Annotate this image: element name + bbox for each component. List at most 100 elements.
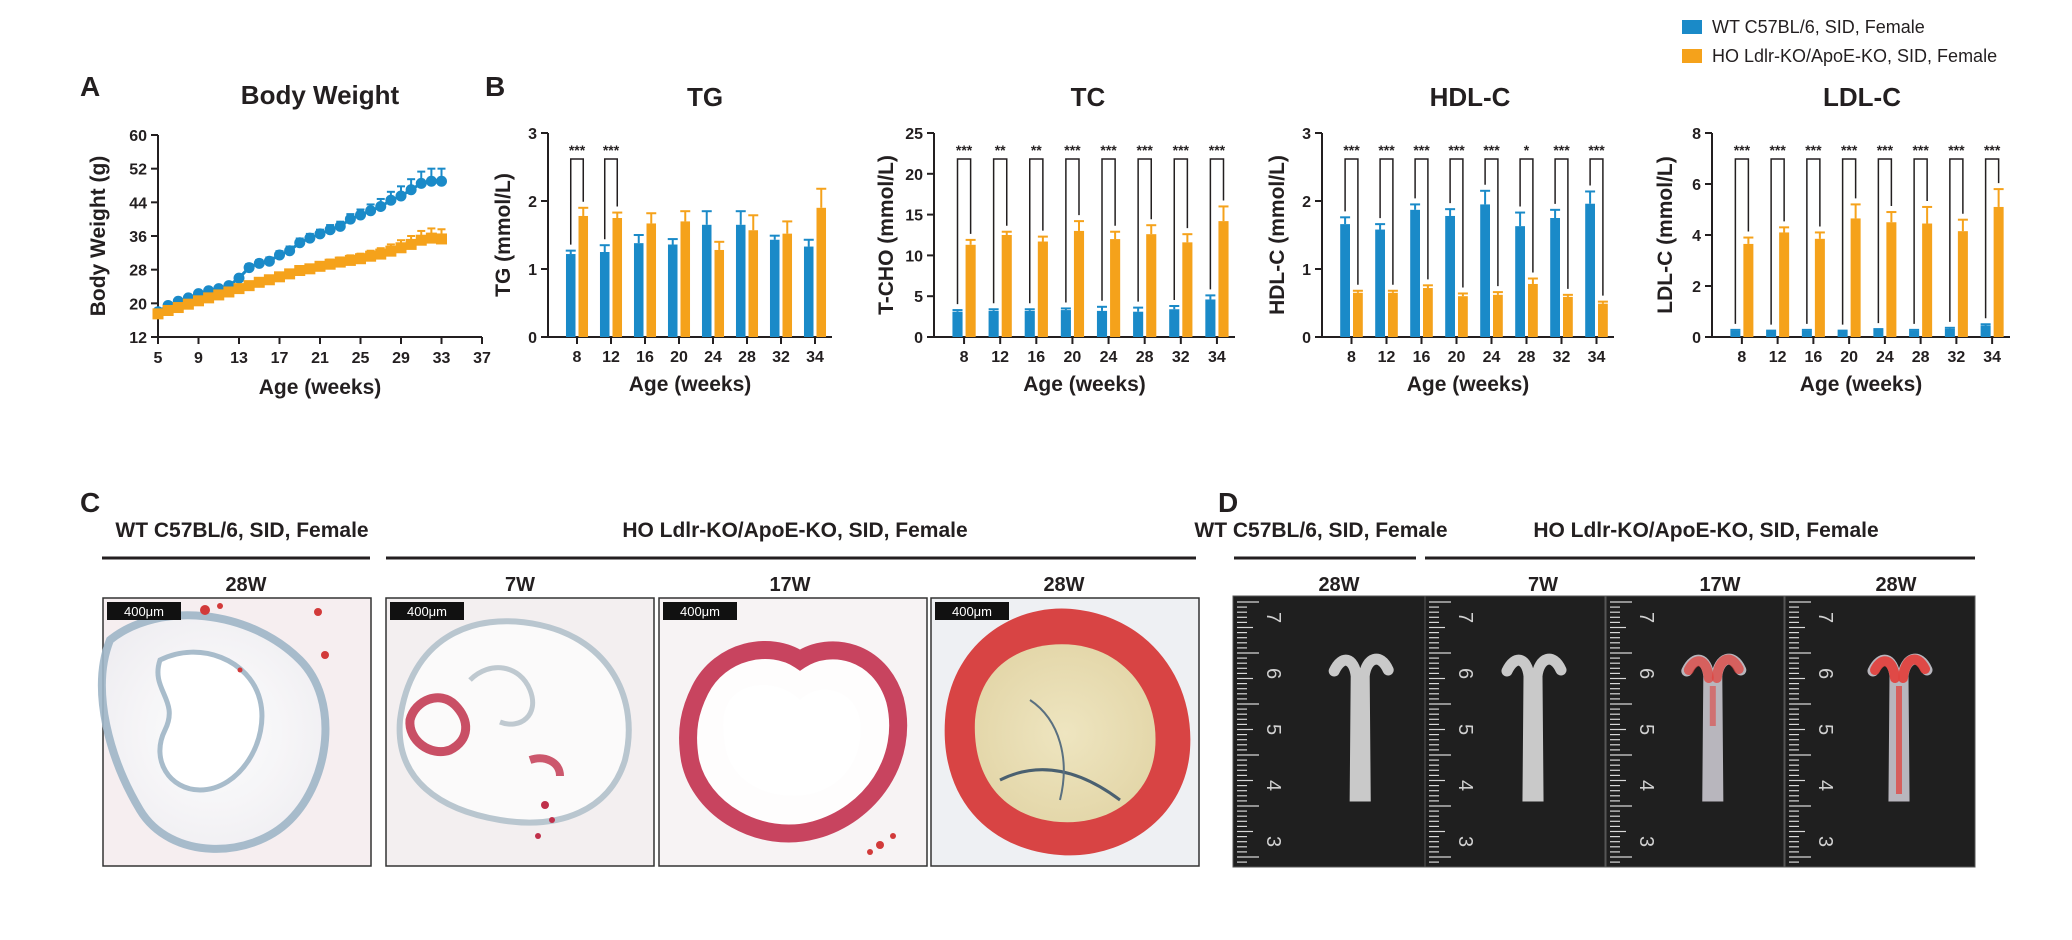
significance-bracket: [1209, 158, 1225, 290]
y-tick-label: 12: [129, 330, 147, 347]
bar: [1146, 234, 1157, 337]
data-point: [375, 201, 387, 213]
data-point: [334, 256, 346, 268]
histology-timepoint-label: 28W: [1043, 574, 1084, 596]
bar: [612, 218, 623, 337]
y-tick-label: 20: [129, 296, 147, 313]
bar: [1375, 229, 1385, 337]
y-tick-label: 44: [129, 195, 147, 212]
bar: [1814, 238, 1825, 337]
significance-marker: ***: [1588, 142, 1605, 158]
y-tick-label: 60: [129, 128, 147, 145]
bar: [1445, 215, 1455, 337]
x-tick-label: 5: [154, 350, 163, 367]
aorta-group-ho-label: HO Ldlr-KO/ApoE-KO, SID, Female: [1533, 519, 1878, 542]
bar: [1550, 218, 1560, 337]
lesion-stain: [1683, 656, 1714, 683]
bar: [1585, 203, 1595, 337]
bar: [1743, 243, 1754, 337]
y-tick-label: 2: [528, 194, 537, 211]
bar: [748, 230, 759, 337]
significance-marker: ***: [1137, 142, 1154, 158]
photo-background: [1784, 595, 1976, 868]
y-tick-label: 52: [129, 162, 147, 179]
significance-marker: ***: [1877, 142, 1894, 158]
legend-label-ho: HO Ldlr-KO/ApoE-KO, SID, Female: [1712, 46, 1997, 66]
x-tick-label: 24: [1100, 349, 1118, 366]
significance-marker: ***: [1100, 142, 1117, 158]
y-tick-label: 5: [914, 289, 923, 306]
bar: [680, 221, 691, 337]
data-point: [294, 265, 306, 277]
x-axis-label: Age (weeks): [1023, 373, 1146, 396]
bar: [1563, 296, 1573, 337]
y-tick-label: 10: [905, 248, 923, 265]
x-tick-label: 17: [271, 350, 289, 367]
histology-scale-bar: 400μm: [952, 604, 992, 619]
histology-scale-bar: 400μm: [407, 604, 447, 619]
x-tick-label: 33: [433, 350, 451, 367]
data-point: [334, 220, 346, 232]
ruler-number: 3: [1635, 836, 1657, 847]
y-tick-label: 3: [528, 126, 537, 143]
histology-timepoint-label: 28W: [225, 574, 266, 596]
significance-bracket: [1173, 158, 1189, 300]
data-point: [385, 245, 397, 257]
x-tick-label: 34: [1983, 349, 2001, 366]
significance-marker: ***: [1378, 142, 1395, 158]
histology-image-ho-17w: 400μm: [658, 597, 928, 867]
x-tick-label: 20: [1840, 349, 1858, 366]
data-point: [233, 283, 245, 295]
x-tick-label: 28: [1518, 349, 1536, 366]
data-point: [182, 298, 194, 310]
significance-bracket: [1554, 158, 1569, 289]
data-point: [284, 268, 296, 280]
significance-bracket: [1344, 158, 1359, 285]
significance-bracket: [1913, 158, 1928, 324]
chart-title: Body Weight: [241, 80, 400, 110]
data-point: [253, 276, 265, 288]
photo-background: [1605, 595, 1785, 868]
significance-bracket: [1841, 158, 1857, 325]
significance-bracket: [1029, 158, 1044, 304]
data-point: [274, 249, 285, 261]
x-tick-label: 32: [1553, 349, 1571, 366]
y-tick-label: 20: [905, 167, 923, 184]
bar: [1980, 325, 1991, 337]
x-tick-label: 16: [1804, 349, 1822, 366]
significance-marker: ***: [1064, 142, 1081, 158]
data-point: [375, 248, 387, 260]
ruler-number: 3: [1814, 836, 1836, 847]
x-tick-label: 8: [1347, 349, 1356, 366]
significance-marker: ***: [1173, 142, 1190, 158]
x-tick-label: 24: [1483, 349, 1501, 366]
significance-bracket: [1949, 158, 1964, 322]
lesion-stain: [1898, 654, 1930, 683]
x-tick-label: 32: [772, 349, 790, 366]
bar: [1922, 223, 1933, 337]
y-tick-label: 25: [905, 126, 923, 143]
bar: [1388, 292, 1398, 337]
bar: [667, 244, 678, 337]
y-tick-label: 8: [1692, 126, 1701, 143]
bar: [1205, 299, 1216, 337]
bar: [1528, 283, 1538, 337]
bar: [1873, 329, 1884, 337]
aorta-specimen: [1501, 653, 1567, 802]
bar: [1493, 294, 1503, 337]
y-tick-label: 1: [528, 262, 537, 279]
legend: WT C57BL/6, SID, Female HO Ldlr-KO/ApoE-…: [1682, 17, 1997, 66]
data-point: [355, 253, 366, 265]
bar: [1458, 296, 1468, 337]
significance-bracket: [1101, 158, 1116, 301]
bar: [1957, 231, 1968, 337]
panel-letter-b: B: [485, 71, 505, 102]
bar: [735, 224, 746, 337]
ruler-number: 6: [1454, 668, 1476, 679]
data-point: [436, 175, 447, 187]
data-point: [193, 295, 204, 307]
significance-bracket: [1137, 158, 1152, 302]
y-axis-label: LDL-C (mmol/L): [1654, 156, 1677, 313]
body-weight-chart: Body Weight 12 20 28 36 44 52 60 5 9 13 17 21 25 29 33 3…: [87, 80, 491, 399]
